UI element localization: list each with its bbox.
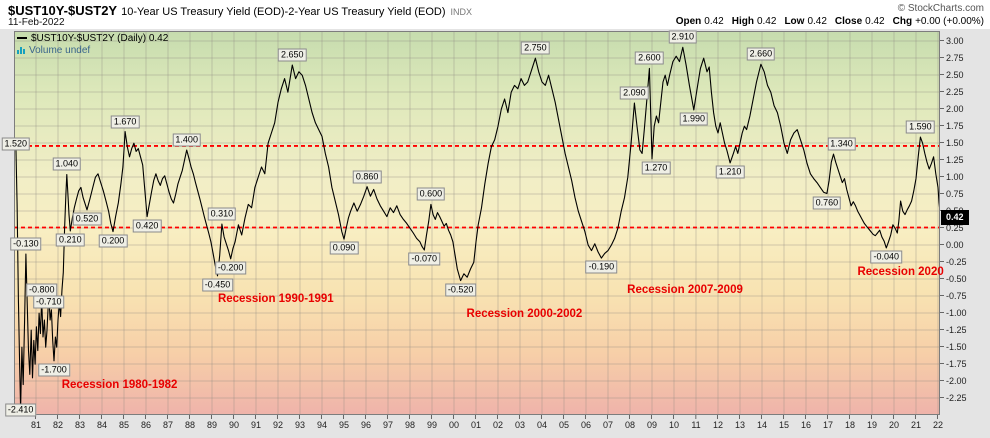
y-axis-tick-label: -1.50	[940, 342, 967, 353]
x-axis-tick-label: 95	[338, 415, 350, 430]
y-axis-tick-label: -0.25	[940, 257, 967, 268]
x-axis-tick-label: 91	[250, 415, 262, 430]
plot-area	[14, 31, 940, 415]
x-axis-tick-label: 85	[118, 415, 130, 430]
y-axis-tick-label: -1.00	[940, 308, 967, 319]
y-axis-tick-label: 2.75	[940, 53, 964, 64]
exchange-label: INDX	[450, 7, 473, 17]
quote-row: Open 0.42 High 0.42 Low 0.42 Close 0.42 Chg +0.00…	[668, 16, 984, 27]
x-axis-tick-label: 17	[822, 415, 834, 430]
x-axis-tick-label: 97	[382, 415, 394, 430]
y-axis-tick-label: -0.75	[940, 291, 967, 302]
y-axis-tick-label: 1.25	[940, 155, 964, 166]
x-axis-tick-label: 20	[888, 415, 900, 430]
y-axis-tick-label: -2.00	[940, 376, 967, 387]
y-axis-tick-label: 0.50	[940, 206, 964, 217]
symbol-description: 10-Year US Treasury Yield (EOD)-2-Year U…	[121, 6, 446, 18]
x-axis-tick-label: 96	[360, 415, 372, 430]
y-axis-tick-label: -1.75	[940, 359, 967, 370]
quote-label: High	[731, 16, 754, 27]
volume-legend: Volume undef	[17, 45, 90, 56]
y-axis-tick-label: 2.00	[940, 104, 964, 115]
x-axis-tick-label: 93	[294, 415, 306, 430]
x-axis-tick-label: 90	[228, 415, 240, 430]
y-axis-tick-label: -1.25	[940, 325, 967, 336]
x-axis-tick-label: 05	[558, 415, 570, 430]
series-swatch	[17, 37, 27, 39]
x-axis-tick-label: 02	[492, 415, 504, 430]
quote-value: 0.42	[865, 16, 885, 27]
quote-value: 0.42	[704, 16, 724, 27]
quote-value: 0.42	[756, 16, 777, 27]
quote-value: +0.00 (+0.00%)	[915, 16, 984, 27]
copyright: © StockCharts.com	[897, 3, 984, 14]
quote-label: Open	[675, 16, 702, 27]
x-axis-tick-label: 04	[536, 415, 548, 430]
x-axis-tick-label: 06	[580, 415, 592, 430]
series-legend-label: $UST10Y-$UST2Y (Daily) 0.42	[31, 33, 169, 44]
chart-header: $UST10Y-$UST2Y 10-Year US Treasury Yield …	[0, 0, 990, 29]
series-legend: $UST10Y-$UST2Y (Daily) 0.42	[17, 33, 168, 44]
chart-date: 11-Feb-2022	[8, 17, 65, 28]
x-axis-tick-label: 94	[316, 415, 328, 430]
x-axis-tick-label: 89	[206, 415, 218, 430]
x-axis-tick-label: 84	[96, 415, 108, 430]
y-axis-tick-label: 1.75	[940, 121, 964, 132]
quote-label: Close	[834, 16, 863, 27]
x-axis-tick-label: 10	[668, 415, 680, 430]
gridlines	[14, 31, 940, 415]
x-axis-tick-label: 01	[470, 415, 482, 430]
x-axis-tick-label: 15	[778, 415, 790, 430]
volume-bars-icon	[17, 47, 25, 54]
price-line	[14, 46, 940, 410]
x-axis-tick-label: 18	[844, 415, 856, 430]
x-axis-tick-label: 14	[756, 415, 768, 430]
x-axis-tick-label: 12	[712, 415, 724, 430]
x-axis-tick-label: 98	[404, 415, 416, 430]
y-axis-tick-label: 3.00	[940, 36, 964, 47]
plot-border	[14, 31, 940, 415]
title-row: $UST10Y-$UST2Y 10-Year US Treasury Yield …	[8, 2, 472, 20]
y-axis-tick-label: 2.50	[940, 70, 964, 81]
y-axis-tick-label: 0.75	[940, 189, 964, 200]
quote-label: Chg	[892, 16, 913, 27]
threshold-hlines	[14, 145, 940, 229]
quote-label: Low	[784, 16, 805, 27]
x-axis-tick-label: 88	[184, 415, 196, 430]
volume-legend-label: Volume undef	[29, 45, 91, 56]
y-axis-tick-label: 2.25	[940, 87, 964, 98]
x-axis-tick-label: 07	[602, 415, 614, 430]
x-axis-tick-label: 81	[30, 415, 42, 430]
x-axis-tick-label: 13	[734, 415, 746, 430]
x-axis-tick-label: 09	[646, 415, 658, 430]
symbol: $UST10Y-$UST2Y	[8, 3, 118, 18]
x-axis-tick-label: 92	[272, 415, 284, 430]
last-value-box: 0.42	[941, 209, 969, 225]
chart-canvas	[14, 31, 940, 415]
x-axis-tick-label: 00	[448, 415, 460, 430]
y-axis-tick-label: 1.50	[940, 138, 964, 149]
x-axis-tick-label: 86	[140, 415, 152, 430]
x-axis-tick-label: 82	[52, 415, 64, 430]
y-axis-tick-label: -2.25	[940, 393, 967, 404]
x-axis-tick-label: 99	[426, 415, 438, 430]
x-axis-tick-label: 03	[514, 415, 526, 430]
x-axis-tick-label: 08	[624, 415, 636, 430]
x-axis-tick-label: 83	[74, 415, 86, 430]
x-axis-tick-label: 21	[910, 415, 922, 430]
x-axis-tick-label: 22	[932, 415, 944, 430]
y-axis-tick-label: 1.00	[940, 172, 964, 183]
y-axis-tick-label: 0.00	[940, 240, 964, 251]
x-axis-tick-label: 16	[800, 415, 812, 430]
x-axis-tick-label: 19	[866, 415, 878, 430]
x-axis-tick-label: 11	[691, 415, 701, 430]
y-axis-tick-label: 0.25	[940, 223, 964, 234]
quote-value: 0.42	[807, 16, 827, 27]
x-axis-tick-label: 87	[162, 415, 174, 430]
y-axis-tick-label: -0.50	[940, 274, 967, 285]
